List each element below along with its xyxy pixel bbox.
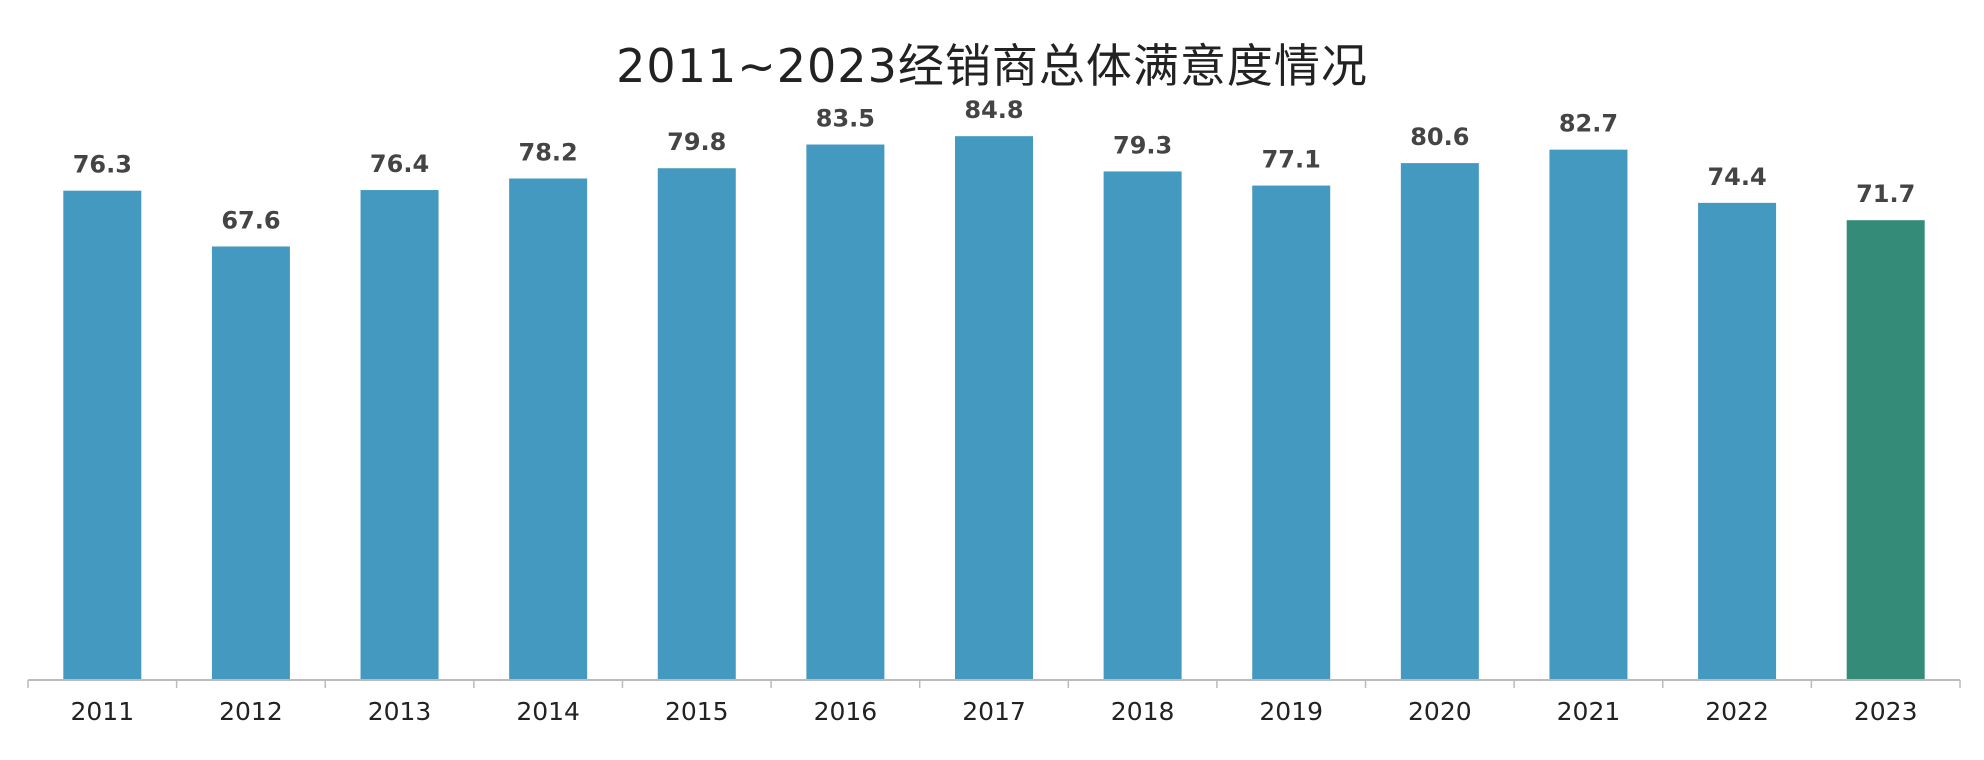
x-tick-label-2021: 2021: [1557, 697, 1621, 726]
x-tick-label-2023: 2023: [1854, 697, 1918, 726]
bars-group: [63, 136, 1925, 681]
x-tick-label-2022: 2022: [1705, 697, 1769, 726]
bar-value-label-2014: 78.2: [519, 139, 578, 167]
bar-value-label-2021: 82.7: [1559, 110, 1618, 138]
bar-value-label-2016: 83.5: [816, 105, 875, 133]
x-ticks-group: [27, 680, 1961, 688]
bar-2016: [806, 144, 885, 680]
x-tick-label-2019: 2019: [1259, 697, 1323, 726]
x-tick-label-2014: 2014: [516, 697, 580, 726]
bar-value-label-2020: 80.6: [1410, 123, 1469, 151]
x-tick-label-2011: 2011: [70, 697, 134, 726]
bar-2017: [955, 136, 1033, 680]
x-tick-label-2012: 2012: [219, 697, 283, 726]
bar-value-label-2013: 76.4: [370, 150, 429, 178]
bar-2020: [1400, 163, 1479, 680]
x-tick-label-2017: 2017: [962, 697, 1026, 726]
value-labels-group: 76.3 67.6 76.4 78.2 79.8 83.5 84.8 79.3 77.1 80.6…: [73, 96, 1916, 234]
bar-value-label-2019: 77.1: [1262, 146, 1321, 174]
bar-2012: [211, 246, 290, 680]
x-tick-label-2013: 2013: [368, 697, 432, 726]
bar-value-label-2018: 79.3: [1113, 131, 1172, 159]
x-tick-labels-group: 2011 2012 2013 2014 2015 2016 2017 2018 2019 2020…: [70, 697, 1917, 726]
x-tick-label-2016: 2016: [814, 697, 878, 726]
bar-2018: [1103, 171, 1182, 680]
x-tick-label-2020: 2020: [1408, 697, 1472, 726]
x-tick-label-2018: 2018: [1111, 697, 1175, 726]
x-tick-label-2015: 2015: [665, 697, 729, 726]
bar-2014: [509, 178, 588, 680]
bar-2023: [1846, 220, 1925, 680]
bar-value-label-2023: 71.7: [1856, 180, 1915, 208]
bar-value-label-2017: 84.8: [964, 96, 1023, 124]
bar-2015: [657, 168, 736, 680]
bar-2013: [360, 190, 439, 681]
bar-2022: [1698, 202, 1777, 680]
chart-title: 2011~2023经销商总体满意度情况: [616, 39, 1368, 93]
bar-value-label-2012: 67.6: [221, 206, 280, 234]
bar-2021: [1549, 149, 1628, 681]
bar-2011: [63, 190, 142, 680]
bar-2019: [1252, 185, 1331, 680]
bar-value-label-2011: 76.3: [73, 151, 132, 179]
bar-value-label-2015: 79.8: [667, 128, 726, 156]
bar-value-label-2022: 74.4: [1707, 163, 1766, 191]
